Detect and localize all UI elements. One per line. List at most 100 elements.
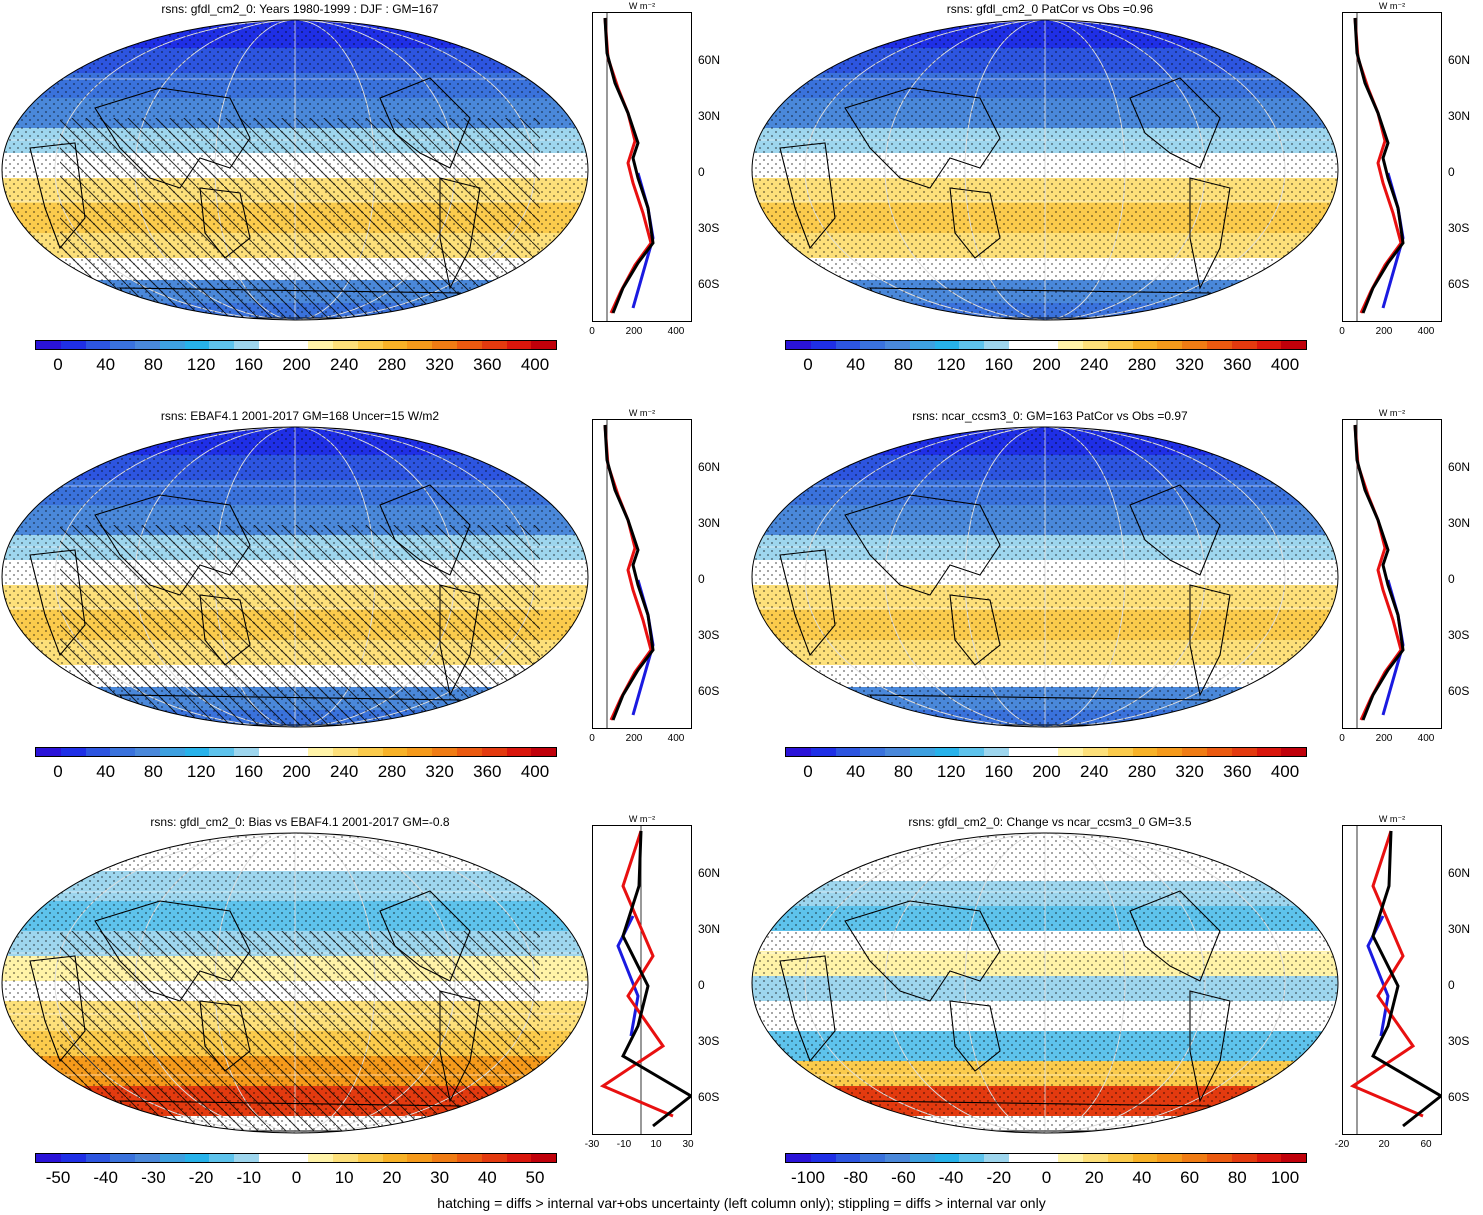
profile-line-blue [616, 915, 640, 1037]
colorbar-swatch [1182, 341, 1208, 349]
colorbar-swatch [909, 1154, 935, 1162]
profile-x-tick-label: 200 [625, 733, 643, 744]
colorbar-swatch [786, 341, 811, 349]
colorbar [785, 747, 1307, 757]
colorbar-swatch [835, 341, 861, 349]
colorbar-tick-label: 80 [143, 355, 163, 374]
colorbar-swatch [786, 748, 811, 756]
colorbar-swatch [308, 748, 334, 756]
colorbar-swatch [984, 1154, 1009, 1162]
latitude-label: 60S [1448, 277, 1470, 291]
colorbar-tick-label: -10 [236, 1168, 262, 1187]
latitude-label: 30N [1448, 516, 1471, 530]
map-panel [1, 19, 589, 321]
colorbar-swatch [1182, 1154, 1208, 1162]
profile-x-tick-label: 200 [1375, 326, 1393, 337]
zonal-profile-plot [1353, 13, 1405, 323]
colorbar [35, 747, 557, 757]
colorbar-swatch [1033, 341, 1059, 349]
zonal-profile [592, 12, 692, 323]
colorbar-swatch [1281, 1154, 1307, 1162]
zonal-profile-plot [1353, 420, 1405, 730]
colorbar-swatch [457, 748, 482, 756]
colorbar-swatch [382, 748, 408, 756]
colorbar-swatch [159, 748, 185, 756]
colorbar-swatch [333, 1154, 358, 1162]
profile-x-tick-label: 0 [1339, 326, 1345, 337]
colorbar-swatch [885, 341, 910, 349]
colorbar-swatch [382, 1154, 408, 1162]
profile-units: W m⁻² [628, 408, 656, 418]
latitude-label: 60S [1448, 684, 1470, 698]
zonal-profile [1342, 12, 1442, 323]
colorbar-swatch [531, 748, 557, 756]
colorbar [785, 340, 1307, 350]
latitude-label: 60N [1448, 53, 1471, 67]
colorbar-swatch [159, 341, 185, 349]
colorbar-swatch [860, 748, 886, 756]
colorbar-swatch [258, 341, 284, 349]
colorbar-swatch [184, 748, 210, 756]
colorbar-swatch [333, 341, 358, 349]
map-panel [751, 832, 1339, 1134]
colorbar-swatch [1107, 748, 1133, 756]
colorbar-swatch [1207, 1154, 1232, 1162]
latitude-label: 30N [698, 109, 721, 123]
colorbar-swatch [810, 341, 836, 349]
colorbar-swatch [209, 1154, 235, 1162]
colorbar-swatch [835, 748, 861, 756]
latitude-label: 0 [698, 165, 705, 179]
profile-x-tick-label: -20 [1334, 1139, 1350, 1150]
colorbar-tick-label: -20 [986, 1168, 1012, 1187]
profile-units: W m⁻² [1378, 408, 1406, 418]
colorbar-swatch [959, 1154, 985, 1162]
colorbar-swatch [234, 1154, 259, 1162]
zonal-profile-plot [603, 13, 655, 323]
colorbar-swatch [1207, 341, 1232, 349]
zonal-profile [592, 825, 694, 1136]
latitude-label: 0 [698, 978, 705, 992]
colorbar-swatch [184, 341, 210, 349]
panel-title: rsns: ncar_ccsm3_0: GM=163 PatCor vs Obs… [912, 409, 1188, 423]
colorbar-swatch [110, 341, 136, 349]
colorbar-tick-label: 320 [425, 762, 454, 781]
colorbar-swatch [85, 1154, 111, 1162]
profile-units: W m⁻² [1378, 1, 1406, 11]
colorbar-tick-label: -80 [843, 1168, 868, 1187]
colorbar-swatch [481, 748, 507, 756]
colorbar-tick-label: 320 [1175, 762, 1204, 781]
latitude-label: 30N [1448, 922, 1471, 936]
colorbar-tick-label: 0 [53, 355, 63, 374]
colorbar-swatch [984, 341, 1009, 349]
colorbar-swatch [934, 341, 960, 349]
colorbar-swatch [432, 1154, 458, 1162]
colorbar-swatch [786, 1154, 811, 1162]
colorbar-swatch [308, 341, 334, 349]
profile-line-black [1371, 830, 1444, 1128]
colorbar-tick-label: -40 [93, 1168, 118, 1187]
colorbar-tick-label: 0 [1041, 1168, 1052, 1187]
colorbar-swatch [1132, 341, 1158, 349]
colorbar-swatch [1058, 1154, 1084, 1162]
latitude-label: 30S [1448, 1034, 1470, 1048]
colorbar-swatch [1083, 341, 1108, 349]
colorbar-swatch [934, 748, 960, 756]
colorbar-tick-label: -100 [790, 1168, 826, 1187]
profile-line-black [603, 424, 655, 721]
profile-x-tick-label: 400 [667, 733, 685, 744]
colorbar-swatch [885, 1154, 910, 1162]
colorbar-tick-label: 80 [893, 355, 913, 374]
colorbar-swatch [885, 748, 910, 756]
colorbar-swatch [1008, 1154, 1034, 1162]
colorbar-swatch [60, 1154, 86, 1162]
colorbar-tick-label: 0 [803, 762, 813, 781]
zonal-profile-plot [603, 420, 655, 730]
colorbar-swatch [531, 341, 557, 349]
latitude-label: 30S [1448, 221, 1470, 235]
colorbar-tick-label: 320 [1175, 355, 1204, 374]
map-panel [1, 832, 589, 1134]
colorbar-tick-label: 400 [1270, 762, 1300, 781]
colorbar-swatch [1256, 1154, 1282, 1162]
colorbar-swatch [1107, 341, 1133, 349]
colorbar-tick-label: 40 [846, 762, 866, 781]
